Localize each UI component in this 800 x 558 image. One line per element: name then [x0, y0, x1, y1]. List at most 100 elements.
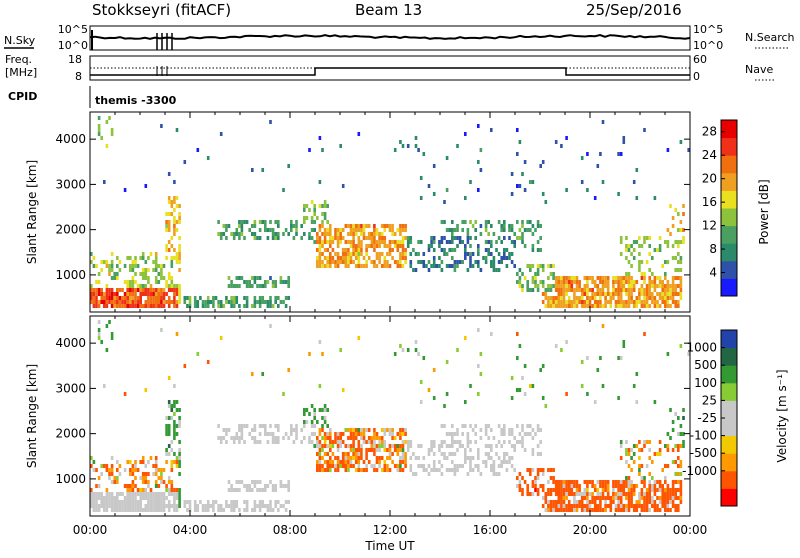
- power-cell: [648, 296, 651, 300]
- velocity-cell: [126, 508, 129, 512]
- velocity-cell: [105, 508, 109, 512]
- power-cell: [560, 300, 563, 304]
- velocity-cell: [240, 424, 244, 428]
- power-cell: [529, 228, 532, 232]
- power-cell: [100, 288, 103, 292]
- power-cell: [147, 304, 150, 308]
- power-cell: [565, 276, 568, 280]
- power-cell: [167, 248, 171, 252]
- power-cell: [604, 292, 607, 296]
- velocity-cell: [503, 424, 506, 428]
- velocity-cell: [238, 508, 241, 512]
- velocity-cell: [173, 488, 176, 492]
- power-cell: [562, 288, 566, 292]
- power-cell: [596, 276, 600, 280]
- power-cell: [134, 304, 137, 308]
- velocity-cell: [544, 508, 548, 512]
- power-cell: [238, 232, 241, 236]
- velocity-cell: [105, 468, 109, 472]
- velocity-cell: [165, 424, 168, 428]
- power-cell: [105, 300, 109, 304]
- velocity-cell: [225, 428, 228, 432]
- power-cell: [264, 280, 267, 284]
- velocity-cell: [365, 456, 368, 460]
- power-cell: [277, 220, 280, 224]
- velocity-cell: [453, 440, 457, 444]
- velocity-cell: [352, 436, 355, 440]
- velocity-cell: [284, 500, 288, 504]
- power-cell: [318, 264, 322, 268]
- power-cell: [513, 244, 516, 248]
- velocity-cell: [92, 504, 96, 508]
- velocity-cell: [627, 452, 631, 456]
- velocity-cell: [149, 504, 153, 508]
- velocity-cell: [604, 488, 607, 492]
- velocity-cell: [347, 444, 350, 448]
- power-cell: [388, 240, 392, 244]
- power-cell: [386, 252, 389, 256]
- velocity-cell: [362, 468, 366, 472]
- velocity-cell: [526, 492, 529, 496]
- power-cell: [204, 304, 207, 308]
- velocity-cell: [178, 464, 181, 468]
- power-cell: [549, 288, 553, 292]
- power-cell: [651, 280, 654, 284]
- power-cell: [565, 284, 568, 288]
- velocity-cell: [619, 444, 623, 448]
- power-cell: [303, 204, 306, 208]
- power-cell: [458, 240, 462, 244]
- velocity-cell: [357, 428, 361, 432]
- power-cell: [196, 304, 200, 308]
- velocity-cell: [178, 452, 181, 456]
- power-cell: [580, 156, 584, 160]
- power-cell: [617, 304, 620, 308]
- velocity-colorbar-tick: -100: [690, 429, 717, 443]
- velocity-cell: [386, 468, 389, 472]
- velocity-cell: [651, 484, 654, 488]
- power-cell: [656, 292, 659, 296]
- velocity-cell: [531, 492, 535, 496]
- velocity-cell: [136, 504, 140, 508]
- velocity-cell: [131, 480, 135, 484]
- velocity-cell: [97, 476, 101, 480]
- power-cell: [352, 224, 355, 228]
- velocity-cell: [529, 492, 532, 496]
- velocity-cell: [516, 332, 519, 336]
- power-cell: [253, 224, 257, 228]
- power-cell: [599, 304, 602, 308]
- power-cell: [318, 256, 322, 260]
- power-cell: [97, 128, 101, 132]
- velocity-colorbar-tick: 1000: [686, 341, 717, 355]
- velocity-cell: [547, 500, 550, 504]
- power-cell: [383, 256, 387, 260]
- power-cell: [316, 260, 319, 264]
- velocity-cell: [396, 452, 400, 456]
- velocity-cell: [110, 456, 114, 460]
- power-cell: [375, 264, 379, 268]
- velocity-colorbar-segment: [721, 453, 737, 472]
- velocity-cell: [653, 500, 657, 504]
- power-cell: [526, 288, 529, 292]
- velocity-cell: [669, 488, 672, 492]
- velocity-cell: [316, 464, 319, 468]
- power-cell: [399, 244, 402, 248]
- power-cell: [404, 224, 407, 228]
- velocity-cell: [617, 508, 620, 512]
- power-cell: [643, 300, 646, 304]
- velocity-cell: [393, 448, 397, 452]
- power-cell: [578, 280, 581, 284]
- velocity-cell: [606, 488, 610, 492]
- power-cell: [222, 304, 226, 308]
- velocity-cell: [653, 488, 657, 492]
- velocity-cell: [178, 456, 181, 460]
- range-tick-label: 2000: [55, 223, 86, 237]
- velocity-cell: [443, 404, 446, 408]
- velocity-cell: [121, 500, 124, 504]
- velocity-cell: [352, 440, 355, 444]
- velocity-cell: [318, 340, 322, 344]
- power-cell: [510, 172, 514, 176]
- velocity-cell: [653, 492, 657, 496]
- power-cell: [396, 244, 400, 248]
- power-cell: [588, 288, 592, 292]
- velocity-cell: [271, 432, 275, 436]
